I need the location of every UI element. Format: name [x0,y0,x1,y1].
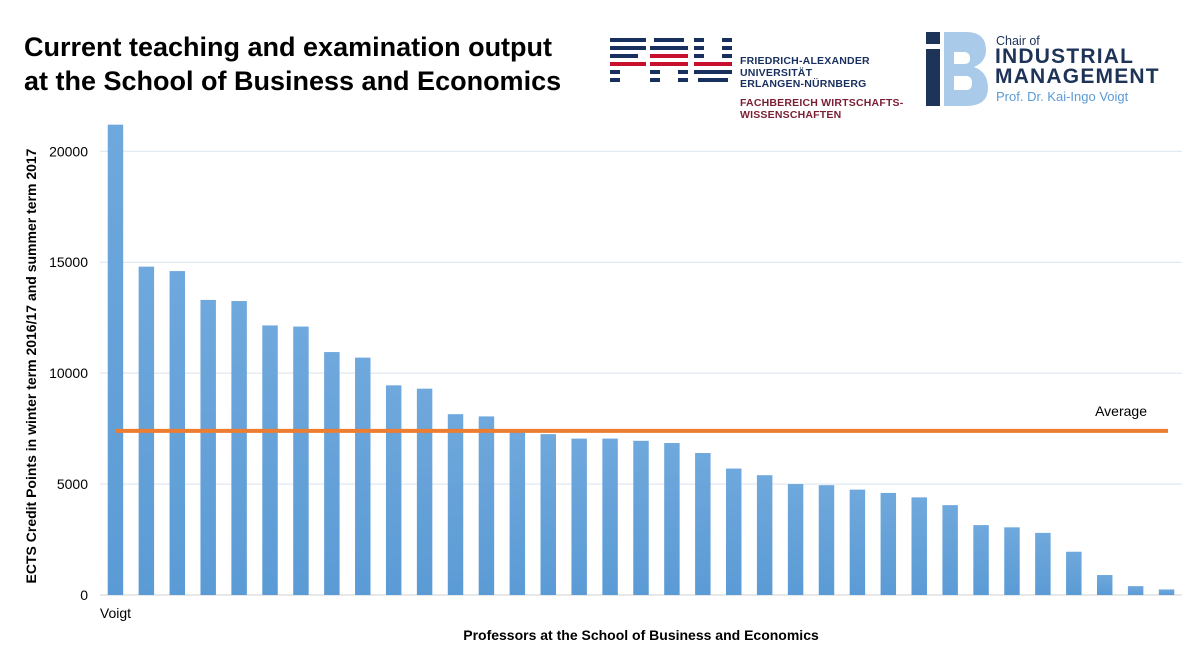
bar [695,453,711,595]
bar [1158,589,1175,595]
y-tick-label: 10000 [49,365,88,381]
fau-logo: FRIEDRICH-ALEXANDER UNIVERSITÄT ERLANGEN… [610,34,910,124]
bar [231,301,247,595]
bar [447,414,464,595]
bar [478,416,495,595]
bar [107,124,124,595]
bar [293,326,309,595]
y-tick-label: 0 [80,587,88,603]
fau-mark-icon [610,38,732,82]
chair-of-label: Chair of [996,34,1040,48]
bar [571,438,587,595]
bar [169,271,186,595]
bar [602,438,618,595]
chair-name-line-2: MANAGEMENT [995,65,1160,88]
fau-dept-line-1: FACHBEREICH WIRTSCHAFTS- [740,97,904,109]
ib-mark-icon [926,32,988,106]
chair-logo: Chair of INDUSTRIAL MANAGEMENT Prof. Dr.… [926,32,1186,112]
bar [416,388,433,595]
bar [355,357,371,595]
bar [880,492,897,595]
average-label: Average [1095,403,1147,419]
y-tick-label: 20000 [49,143,88,159]
bar [1004,527,1020,595]
bar [818,485,835,595]
title-line-1: Current teaching and examination output [24,32,553,62]
bar [633,440,649,595]
bar [726,468,742,595]
fau-university-name: FRIEDRICH-ALEXANDER UNIVERSITÄT ERLANGEN… [740,55,870,91]
bar [540,434,556,595]
bar [1066,551,1082,595]
chair-name: INDUSTRIAL MANAGEMENT [995,45,1160,88]
bar [664,443,680,595]
y-axis-title: ECTS Credit Points in winter term 2016/1… [23,148,39,583]
bar [385,385,402,595]
x-axis-title: Professors at the School of Business and… [463,627,819,643]
bar [1127,586,1144,595]
bar [756,475,773,595]
fau-name-line-3: ERLANGEN-NÜRNBERG [740,78,867,90]
bar [849,489,866,595]
bar [1035,532,1051,595]
bar [787,484,804,595]
bar [509,431,526,595]
chair-professor: Prof. Dr. Kai-Ingo Voigt [996,89,1129,104]
bar [911,497,927,595]
bar [1096,575,1113,595]
fau-name-line-2: UNIVERSITÄT [740,66,813,79]
bar [262,325,278,595]
y-tick-label: 5000 [57,476,88,492]
fau-department: FACHBEREICH WIRTSCHAFTS- WISSENSCHAFTEN [740,97,904,121]
fau-name-line-1: FRIEDRICH-ALEXANDER [740,55,870,67]
fau-dept-line-2: WISSENSCHAFTEN [740,108,842,121]
bar [973,525,989,595]
bar [324,352,340,595]
title-line-2: at the School of Business and Economics [24,66,562,96]
x-tick-label: Voigt [100,605,131,621]
y-tick-label: 15000 [49,254,88,270]
chair-name-line-1: INDUSTRIAL [995,45,1135,68]
page-title: Current teaching and examination output … [24,30,624,98]
bar [942,505,958,595]
bar [200,299,216,595]
